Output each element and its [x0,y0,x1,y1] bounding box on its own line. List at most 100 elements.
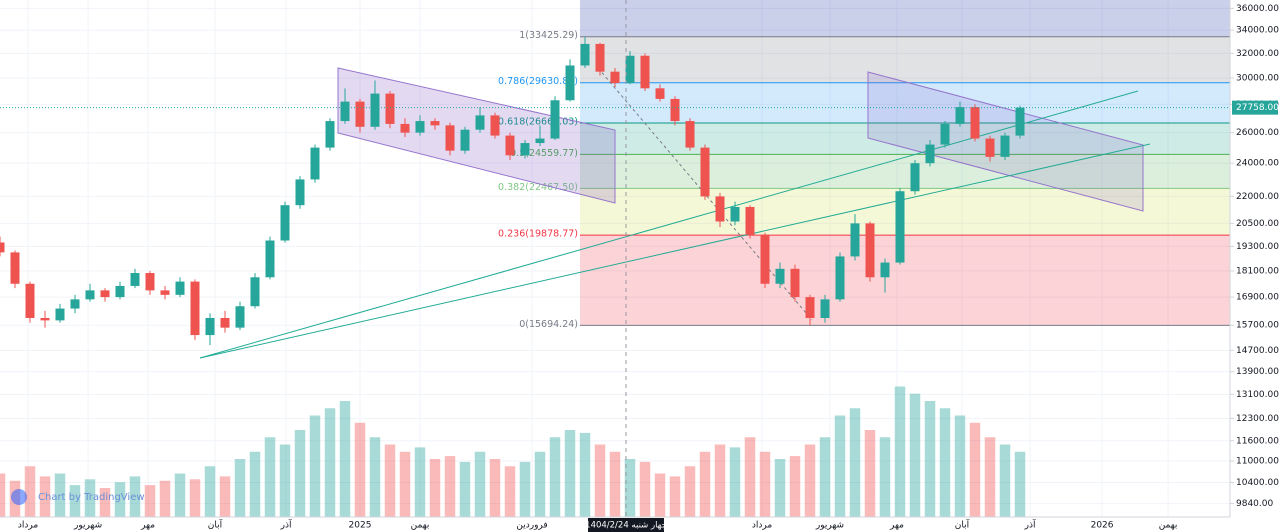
candle-body [70,299,80,309]
candle-body [145,273,155,291]
fib-label: 0.236(19878.77) [498,229,578,240]
candle-body [805,297,815,318]
candle-body [295,179,305,206]
volume-bar [804,444,816,517]
volume [0,386,1026,517]
candle-body [445,125,455,151]
y-tick-label: 15700.00 [1236,321,1279,331]
volume-bar [99,488,111,517]
x-tick-label: آبان [955,519,970,531]
fib-band [580,154,1230,189]
x-tick-label: شهریور [73,521,102,531]
candle-body [895,191,905,263]
volume-bar [54,473,66,517]
volume-bar [429,459,441,517]
candle-body [595,43,605,72]
volume-bar [639,461,651,517]
candle-body [250,277,260,307]
volume-bar [159,480,171,517]
volume-bar [759,451,771,517]
volume-bar [249,451,261,517]
candle-body [40,317,50,321]
volume-bar [714,444,726,517]
volume-bar [999,444,1011,517]
fib-retracement: 1(33425.29) 0.786(29630.84) 0.618(26662.03… [498,0,1230,330]
candle-body [310,147,320,180]
candle-body [790,268,800,298]
volume-bar [294,430,306,517]
volume-bar [0,473,6,517]
y-tick-label: 34000.00 [1236,26,1279,36]
crosshair-label-bg [588,518,664,532]
candle-body [460,129,470,151]
x-tick-label: آبان [208,519,223,531]
volume-bar [894,386,906,517]
candle-body [85,290,95,300]
candle-body [775,268,785,284]
volume-bar [39,476,51,517]
y-tick-label: 26000.00 [1236,128,1279,138]
candle-body [520,143,530,156]
candle-body [820,299,830,318]
fib-band [580,235,1230,326]
volume-bar [939,408,951,517]
volume-bar [549,437,561,517]
volume-bar [219,476,231,517]
volume-bar [789,456,801,517]
volume-bar [849,408,861,517]
candle-body [0,242,5,253]
candle-body [325,121,335,148]
volume-bar [969,422,981,517]
candle-body [910,163,920,192]
y-tick-label: 19300.00 [1236,242,1279,252]
volume-bar [204,466,216,517]
volume-bar [174,473,186,517]
fib-label: 1(33425.29) [519,30,578,41]
candle-body [730,206,740,222]
volume-bar [654,473,666,517]
candle-body [385,93,395,124]
crosshair-label: 1404/2/24 چهار شنبه [585,521,667,531]
volume-bar [24,466,36,517]
y-tick-label: 13100.00 [1236,390,1279,400]
watermark: Chart by TradingView [38,492,145,503]
candle-body [115,285,125,298]
grid [0,0,1230,517]
volume-bar [924,401,936,517]
y-tick-label: 22000.00 [1236,192,1279,202]
y-tick-label: 20500.00 [1236,219,1279,229]
volume-bar [324,408,336,517]
candle-body [700,147,710,197]
volume-bar [309,415,321,517]
candle-body [580,43,590,66]
candle-body [205,317,215,336]
candle-body [670,98,680,122]
fib-label: 0.382(22467.50) [498,182,578,193]
volume-bar [684,466,696,517]
x-tick-label: بهمن [1159,521,1178,531]
volume-bar [519,461,531,517]
x-tick-label: 2026 [1091,521,1114,531]
candle-body [370,93,380,127]
volume-bar [279,444,291,517]
volume-bar [819,437,831,517]
candle-body [355,101,365,127]
x-tick-label: مرداد [752,521,772,531]
x-tick-label: 2025 [349,521,372,531]
x-tick-label: بهمن [411,521,430,531]
candle-body [100,290,110,298]
fib-band [580,82,1230,124]
volume-bar [369,437,381,517]
volume-bar [744,437,756,517]
price-tag: 27758.00 [1232,100,1279,115]
x-tick-label: مهر [889,521,904,531]
dashed-line [597,67,813,321]
candle-body [340,101,350,122]
volume-bar [954,415,966,517]
volume-bar [399,451,411,517]
volume-bar [729,447,741,517]
volume-bar [189,479,201,517]
candle-body [955,107,965,124]
volume-bar [339,401,351,517]
candle-body [490,115,500,136]
